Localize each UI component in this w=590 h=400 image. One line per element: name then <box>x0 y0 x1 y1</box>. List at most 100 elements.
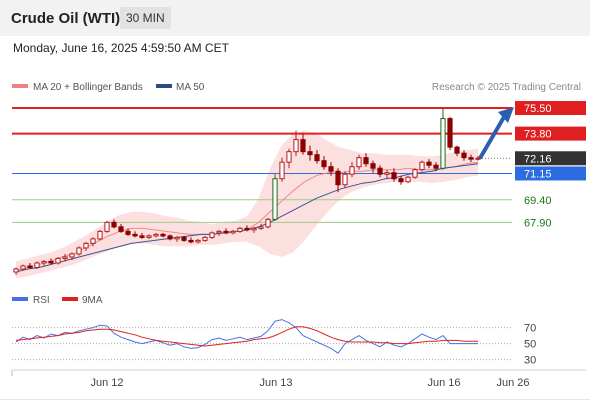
timestamp: Monday, June 16, 2025 4:59:50 AM CET <box>13 41 229 55</box>
x-tick-label: Jun 13 <box>259 377 292 389</box>
ma50-legend-label: MA 50 <box>176 82 205 93</box>
candle-body <box>139 235 145 238</box>
candle-body <box>181 236 187 241</box>
candle-body <box>27 265 33 268</box>
candle-body <box>41 260 47 264</box>
header-bar: Crude Oil (WTI) 30 MIN <box>0 0 590 36</box>
rsi-legend-swatch <box>12 297 28 301</box>
candles <box>13 108 481 275</box>
candle-body <box>13 268 19 273</box>
source-label: Research © 2025 Trading Central <box>432 82 581 93</box>
rsi-panel: 70 50 30 <box>12 319 536 367</box>
candle-body <box>62 256 68 259</box>
instrument-title: Crude Oil (WTI) <box>11 10 121 27</box>
projection-shaft <box>478 116 506 160</box>
candle-body <box>90 238 96 244</box>
rsi-legend-label: RSI <box>33 295 50 306</box>
candle-body <box>20 265 26 270</box>
pivot-value: 71.15 <box>524 168 552 180</box>
candle-body <box>377 167 383 175</box>
candle-body <box>48 260 54 264</box>
rsi-tick-label: 30 <box>524 355 536 367</box>
candle-body <box>447 118 453 148</box>
candle-body <box>188 239 194 243</box>
candle-body <box>55 257 61 264</box>
candle-body <box>342 173 348 186</box>
candle-body <box>69 253 75 258</box>
candle-body <box>153 233 159 237</box>
candle-body <box>286 151 292 163</box>
candle-body <box>125 230 131 235</box>
candle-body <box>174 236 180 240</box>
candle-body <box>433 164 439 169</box>
candle-body <box>118 226 124 232</box>
bollinger-bands <box>16 130 478 278</box>
x-tick-label: Jun 12 <box>90 377 123 389</box>
candle-body <box>356 157 362 168</box>
candle-body <box>132 233 138 237</box>
candle-body <box>209 232 215 238</box>
x-tick-label: Jun 26 <box>496 377 529 389</box>
candle-body <box>244 227 250 231</box>
candle-body <box>265 218 271 228</box>
resistance-value: 73.80 <box>524 129 552 141</box>
candle-body <box>195 239 201 243</box>
candle-body <box>321 160 327 168</box>
candle-body <box>405 176 411 183</box>
candle-body <box>363 157 369 165</box>
candle-body <box>104 221 110 232</box>
last-price-value: 72.16 <box>524 153 552 165</box>
candle-body <box>279 161 285 180</box>
resistance-tag <box>515 101 586 116</box>
resistance-value: 75.50 <box>524 103 552 115</box>
candle-body <box>475 157 481 160</box>
candle-body <box>216 230 222 234</box>
ma50-legend-swatch <box>156 84 172 88</box>
candle-body <box>160 233 166 237</box>
ma20-legend-label: MA 20 + Bollinger Bands <box>33 82 143 93</box>
rsi-tick-label: 70 <box>524 323 536 335</box>
candle-body <box>419 161 425 171</box>
candle-body <box>97 230 103 240</box>
candle-body <box>314 154 320 162</box>
candle-body <box>391 172 397 180</box>
candle-body <box>251 227 257 231</box>
candle-body <box>34 262 40 268</box>
candle-body <box>258 226 264 229</box>
candle-body <box>307 151 313 156</box>
candle-body <box>293 139 299 153</box>
candle-body <box>167 235 173 240</box>
candle-body <box>384 172 390 175</box>
price-level-labels: 75.50 73.80 72.16 71.15 69.40 67.90 <box>515 101 586 229</box>
rsi-line <box>15 319 478 354</box>
candle-body <box>76 247 82 255</box>
candle-body <box>335 170 341 186</box>
last-price-tag <box>515 151 586 166</box>
candle-body <box>349 166 355 175</box>
projection-arrow <box>478 107 514 160</box>
chart-legend: MA 20 + Bollinger Bands MA 50 Research ©… <box>12 82 581 93</box>
candle-body <box>440 118 446 169</box>
candle-body <box>426 161 432 166</box>
rsi-ma-line <box>15 326 478 347</box>
candle-body <box>146 235 152 238</box>
candle-body <box>111 221 117 228</box>
interval-button[interactable]: 30 MIN <box>120 7 171 29</box>
rsi-ma-legend-swatch <box>62 297 78 301</box>
candle-body <box>300 139 306 153</box>
x-tick-label: Jun 16 <box>427 377 460 389</box>
candle-body <box>83 242 89 249</box>
candle-body <box>468 157 474 160</box>
candle-body <box>461 152 467 159</box>
projection-arrowhead <box>498 107 514 124</box>
pivot-tag <box>515 166 586 181</box>
rsi-ma-legend-label: 9MA <box>82 295 103 306</box>
candle-body <box>412 169 418 178</box>
ma20-legend-swatch <box>12 84 28 88</box>
bollinger-band-area <box>16 130 478 278</box>
candle-body <box>202 236 208 241</box>
candle-body <box>230 230 236 234</box>
candle-body <box>454 146 460 154</box>
resistance-tag <box>515 126 586 141</box>
